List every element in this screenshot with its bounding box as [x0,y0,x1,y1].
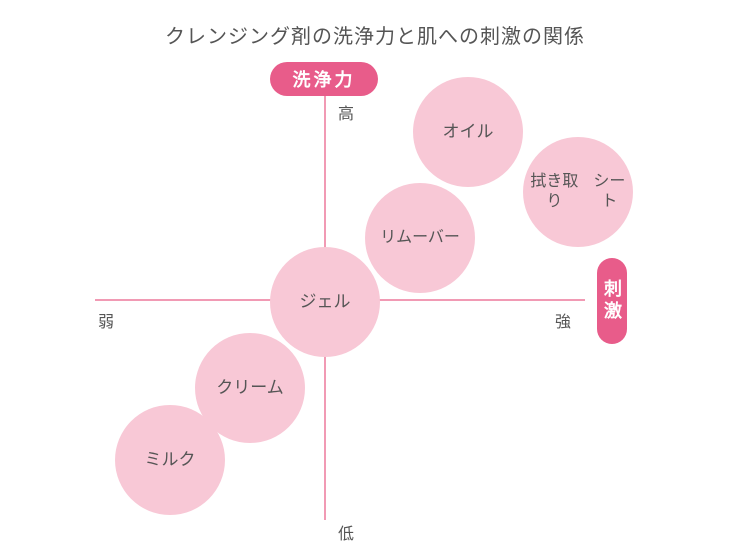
bubble-remover: リムーバー [365,183,475,293]
bubble-wipe-sheet: 拭き取りシート [523,137,633,247]
bubble-line: 拭き取り [523,172,586,212]
axis-label-y-low: 低 [338,520,356,544]
axis-label-y-high: 高 [338,100,356,124]
bubble-oil: オイル [413,77,523,187]
chart-canvas: クレンジング剤の洗浄力と肌への刺激の関係 洗浄力 刺激 高 低 弱 強 オイル … [0,0,750,560]
chart-title: クレンジング剤の洗浄力と肌への刺激の関係 [0,20,750,49]
y-axis-pill: 洗浄力 [270,62,378,96]
bubble-milk: ミルク [115,405,225,515]
bubble-gel: ジェル [270,247,380,357]
axis-label-x-high: 強 [555,308,573,332]
bubble-line: シート [586,172,633,212]
axis-label-x-low: 弱 [98,308,116,332]
x-axis-pill: 刺激 [597,258,627,344]
